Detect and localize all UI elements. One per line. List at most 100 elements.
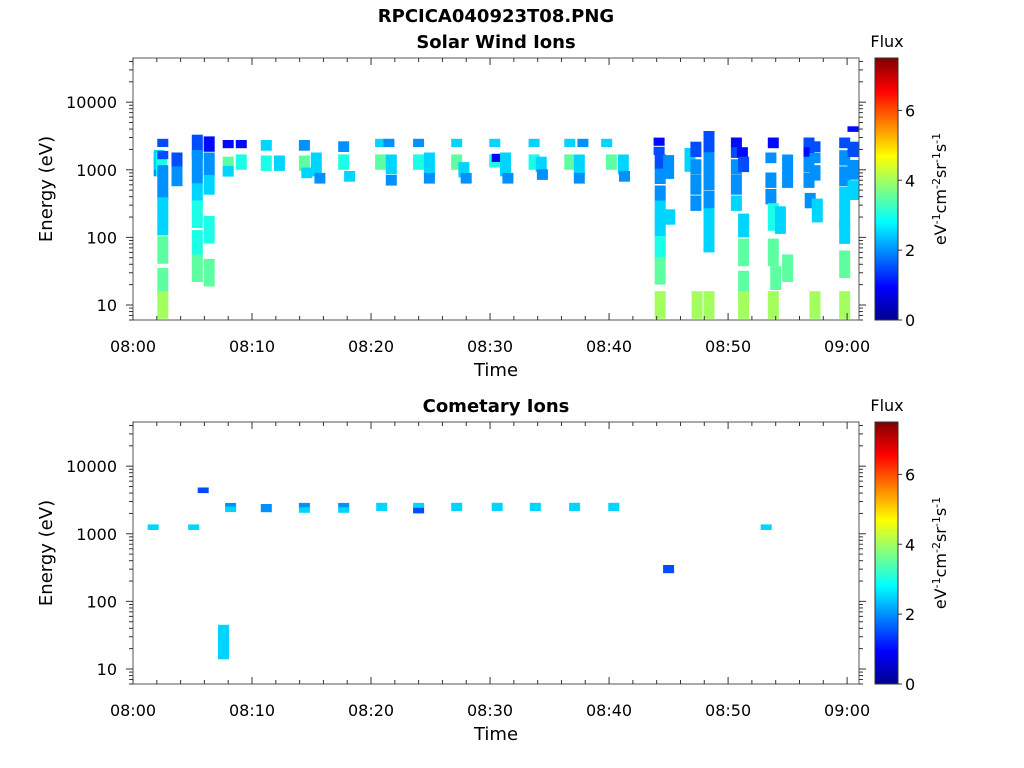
heatmap-cell [663, 565, 675, 574]
y-tick-label: 10000 [66, 93, 117, 112]
heatmap-cell [569, 502, 581, 511]
panel-solar-wind: Solar Wind Ions 08:00 08:10 08:20 08:30 08:4… [36, 32, 950, 381]
heatmap-cell [157, 291, 169, 319]
x-tick-label: 08:40 [586, 337, 632, 356]
heatmap-cell [191, 230, 203, 258]
x-tick-label: 08:10 [229, 701, 275, 720]
heatmap-cell [839, 137, 851, 149]
y-tick-label: 1000 [76, 525, 117, 544]
heatmap-cell [608, 502, 620, 511]
heatmap-cell [460, 172, 472, 184]
heatmap-cell [203, 152, 215, 177]
heatmap-cell [730, 195, 742, 211]
heatmap-cell [423, 152, 435, 177]
heatmap-cell [767, 291, 779, 319]
heatmap-cell [218, 624, 229, 660]
x-tick-label: 08:00 [110, 337, 156, 356]
heatmap-cell [730, 137, 742, 149]
heatmap-cell [338, 154, 350, 170]
heatmap-cell [847, 126, 859, 132]
heatmap-cell [770, 266, 782, 290]
heatmap-cell [847, 141, 859, 158]
heatmap-cell [273, 155, 285, 171]
heatmap-cell [703, 291, 715, 319]
heatmap-cell [738, 156, 750, 173]
heatmap-cell [536, 169, 548, 180]
heatmap-cell [811, 198, 823, 223]
heatmap-cell [839, 166, 851, 187]
page-title: RPCICA040923T08.PNG [377, 6, 615, 27]
colorbar-unit-label: eV-1cm-2sr-1s-1 [930, 133, 950, 245]
colorbar-tick-label: 6 [905, 465, 915, 484]
y-axis-label: Energy (eV) [36, 136, 57, 242]
heatmap-cell [222, 156, 234, 173]
x-axis-label: Time [473, 724, 518, 745]
heatmap-cell [225, 502, 237, 509]
heatmap-cell [344, 171, 356, 182]
colorbar-tick-label: 4 [905, 171, 915, 190]
heatmap-cell [765, 172, 777, 188]
heatmap-cell [298, 140, 310, 151]
heatmap-cell [803, 147, 815, 158]
colorbar-tick-label: 2 [905, 241, 915, 260]
heatmap-cell [375, 138, 387, 147]
heatmap-cell [413, 154, 425, 170]
x-axis-label: Time [473, 360, 518, 381]
heatmap-cell [730, 147, 742, 158]
heatmap-cell [767, 137, 779, 149]
heatmap-cell [260, 504, 272, 513]
heatmap-cell [690, 174, 702, 195]
heatmap-cell [809, 291, 821, 319]
heatmap-cell [203, 258, 215, 287]
heatmap-cell [535, 156, 547, 173]
heatmap-cell [730, 159, 742, 175]
heatmap-cell [451, 154, 463, 170]
heatmap-cells [153, 126, 859, 319]
heatmap-cell [774, 206, 786, 234]
heatmap-cell [564, 138, 576, 147]
heatmap-cell [765, 152, 777, 164]
heatmap-cell [171, 152, 183, 177]
heatmap-cell [203, 136, 215, 152]
heatmap-cell [314, 172, 326, 184]
heatmap-cell [157, 236, 169, 264]
heatmap-cell [782, 154, 794, 175]
heatmap-cell [451, 502, 463, 511]
heatmap-cell [171, 166, 183, 187]
heatmap-cell [839, 291, 851, 319]
heatmap-cell [703, 152, 715, 172]
heatmap-cell [573, 172, 585, 184]
heatmap-cell [489, 138, 501, 147]
heatmap-cell [847, 180, 859, 200]
heatmap-cell [738, 213, 750, 238]
axes: 08:00 08:10 08:20 08:30 08:40 08:50 09:00 10 100… [66, 422, 870, 720]
x-tick-label: 09:00 [824, 701, 870, 720]
y-tick-label: 10000 [66, 457, 117, 476]
heatmap-cell [157, 165, 169, 181]
y-axis-label: Energy (eV) [36, 500, 57, 606]
heatmap-cell [502, 172, 514, 184]
heatmap-cell [491, 153, 503, 162]
heatmap-cell [564, 154, 576, 170]
heatmap-cell [157, 215, 169, 236]
heatmap-cell [684, 148, 696, 172]
heatmap-cell [338, 502, 350, 509]
heatmap-cell [619, 171, 630, 182]
panel-title: Solar Wind Ions [416, 32, 575, 53]
heatmap-cell [577, 138, 589, 147]
heatmap-cell [703, 190, 715, 211]
heatmap-cell [738, 270, 750, 299]
heatmap-cell [703, 131, 715, 155]
heatmap-cell [157, 197, 169, 218]
heatmap-cell [191, 168, 203, 184]
x-tick-label: 08:20 [348, 337, 394, 356]
heatmap-cell [500, 152, 511, 177]
colorbar-tick-label: 2 [905, 605, 915, 624]
heatmap-cell [654, 291, 666, 319]
heatmap-cell [203, 174, 215, 195]
heatmap-cell [491, 502, 503, 511]
heatmap-cell [654, 236, 666, 260]
heatmap-cell [528, 154, 540, 170]
heatmap-cell [423, 172, 435, 184]
